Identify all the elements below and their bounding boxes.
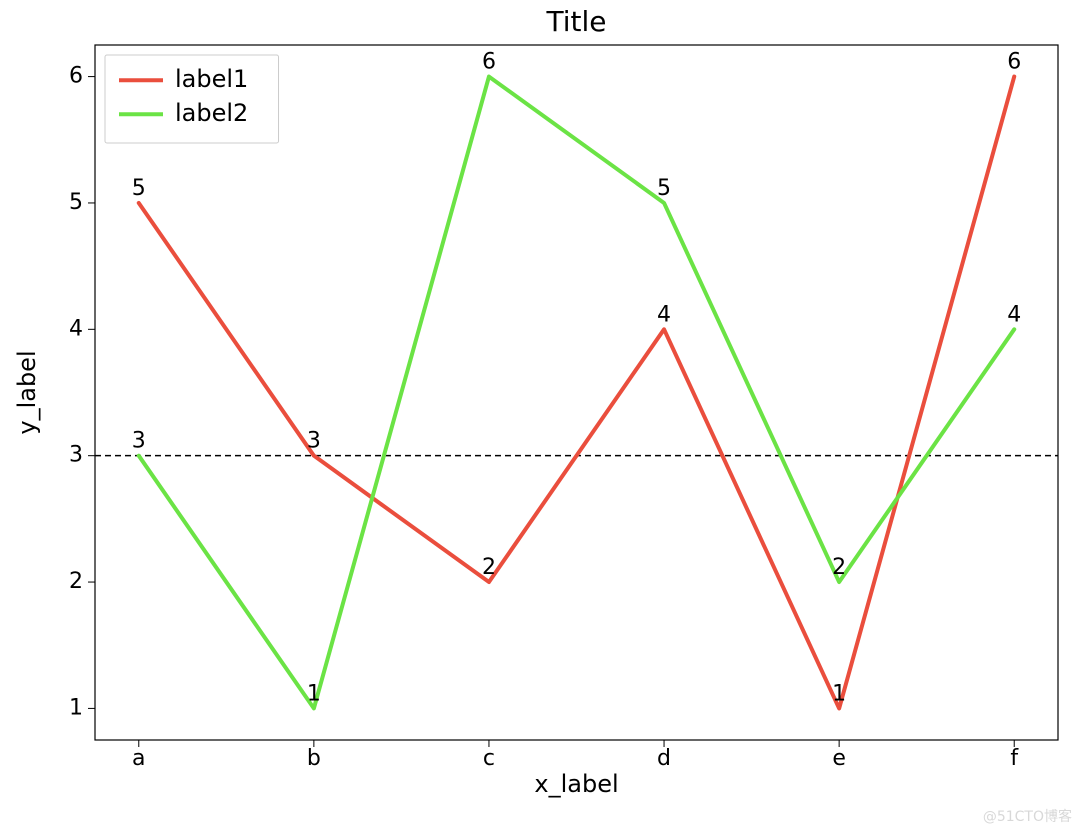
- chart-title: Title: [545, 5, 606, 38]
- y-axis-title: y_label: [13, 350, 41, 434]
- ytick-label: 3: [69, 443, 83, 468]
- point-label: 2: [482, 555, 496, 580]
- ytick-label: 6: [69, 64, 83, 89]
- ytick-label: 2: [69, 569, 83, 594]
- xtick-label: b: [307, 746, 321, 771]
- xtick-label: a: [132, 746, 145, 771]
- chart-svg: 1 2 3 4 5 6 a b c d e f 5 3 2 4 1 6 3 1 6 5 2 4 x_label y_label Ti…: [0, 0, 1080, 829]
- ytick-label: 4: [69, 316, 83, 341]
- point-label: 3: [132, 429, 146, 454]
- legend-label: label2: [175, 99, 248, 127]
- ytick-label: 5: [69, 190, 83, 215]
- series-line-1: [139, 77, 1014, 709]
- xtick-label: f: [1010, 746, 1019, 771]
- point-label: 6: [482, 50, 496, 75]
- point-label: 4: [657, 302, 671, 327]
- point-label: 3: [307, 429, 321, 454]
- plot-border: [95, 45, 1058, 740]
- line-chart: 1 2 3 4 5 6 a b c d e f 5 3 2 4 1 6 3 1 6 5 2 4 x_label y_label Ti…: [0, 0, 1080, 829]
- point-label: 4: [1007, 302, 1021, 327]
- point-label: 6: [1007, 50, 1021, 75]
- xtick-label: d: [657, 746, 671, 771]
- point-label: 1: [832, 681, 846, 706]
- x-axis-title: x_label: [534, 770, 618, 798]
- xtick-label: c: [483, 746, 495, 771]
- watermark: @51CTO博客: [983, 808, 1072, 825]
- xtick-label: e: [832, 746, 846, 771]
- point-label: 2: [832, 555, 846, 580]
- legend-label: label1: [175, 65, 248, 93]
- point-label: 5: [657, 176, 671, 201]
- ytick-label: 1: [69, 695, 83, 720]
- point-label: 1: [307, 681, 321, 706]
- point-label: 5: [132, 176, 146, 201]
